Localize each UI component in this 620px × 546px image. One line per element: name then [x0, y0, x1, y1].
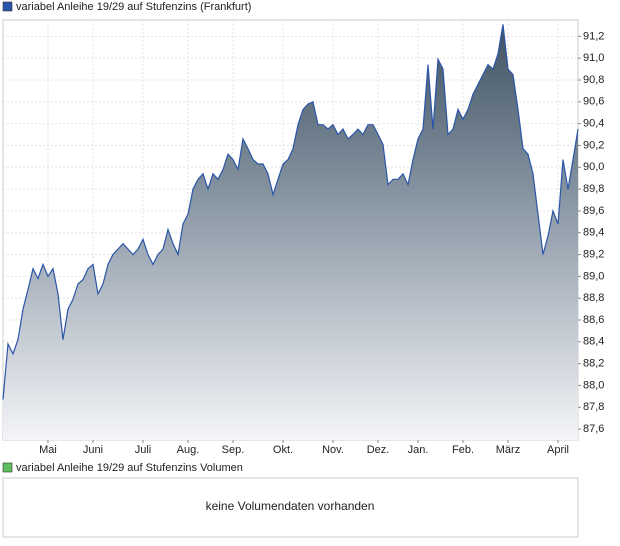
y-tick-label: 88,6 — [583, 314, 604, 326]
y-tick-label: 89,8 — [583, 183, 604, 195]
x-tick-label: April — [547, 444, 569, 456]
legend-label: variabel Anleihe 19/29 auf Stufenzins Vo… — [16, 462, 243, 474]
x-tick-label: Mai — [39, 444, 57, 456]
y-tick-label: 91,2 — [583, 30, 604, 42]
x-tick-label: Jan. — [408, 444, 429, 456]
y-tick-label: 89,4 — [583, 227, 604, 239]
y-tick-label: 87,8 — [583, 401, 604, 413]
legend-label: variabel Anleihe 19/29 auf Stufenzins (F… — [16, 1, 251, 13]
line — [2, 24, 579, 400]
legend-swatch — [2, 1, 13, 12]
y-tick-label: 89,6 — [583, 205, 604, 217]
y-tick-label: 87,6 — [583, 423, 604, 435]
x-tick-label: Dez. — [367, 444, 390, 456]
y-tick-label: 89,0 — [583, 270, 604, 282]
x-tick-label: Juli — [135, 444, 152, 456]
y-tick-label: 88,4 — [583, 336, 604, 348]
y-tick-label: 88,8 — [583, 292, 604, 304]
y-tick-label: 91,0 — [583, 52, 604, 64]
y-tick-label: 88,0 — [583, 379, 604, 391]
y-tick-label: 90,8 — [583, 74, 604, 86]
area — [3, 24, 578, 441]
x-tick-label: März — [496, 444, 520, 456]
y-tick-label: 88,2 — [583, 358, 604, 370]
x-tick-label: Aug. — [177, 444, 200, 456]
x-tick-label: Feb. — [452, 444, 474, 456]
volume-note: keine Volumendaten vorhanden — [206, 499, 375, 513]
x-tick-label: Nov. — [322, 444, 344, 456]
y-tick-label: 89,2 — [583, 248, 604, 260]
y-tick-label: 90,4 — [583, 118, 604, 130]
y-tick-label: 90,0 — [583, 161, 604, 173]
legend-swatch — [2, 462, 13, 473]
x-tick-label: Juni — [83, 444, 103, 456]
y-tick-label: 90,6 — [583, 96, 604, 108]
x-tick-label: Sep. — [222, 444, 245, 456]
volume-frame — [2, 477, 579, 538]
x-tick-label: Okt. — [273, 444, 293, 456]
y-tick-label: 90,2 — [583, 139, 604, 151]
